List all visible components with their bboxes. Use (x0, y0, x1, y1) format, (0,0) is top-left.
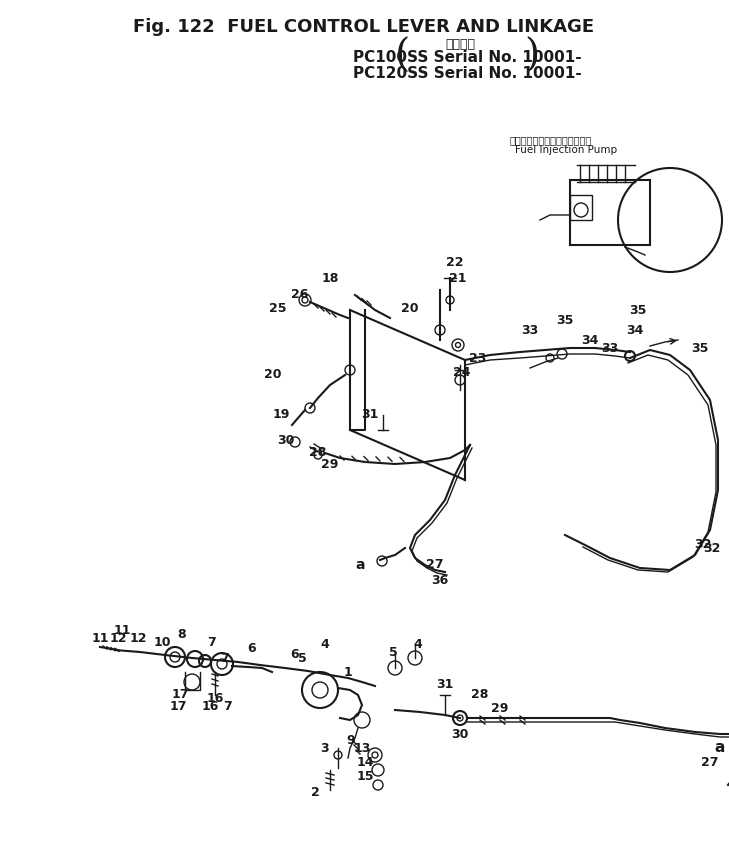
Text: 12: 12 (129, 631, 147, 645)
Text: 35: 35 (691, 342, 709, 355)
Text: Fuel Injection Pump: Fuel Injection Pump (515, 145, 617, 155)
Text: 3: 3 (321, 741, 330, 754)
Bar (570, 180, 650, 245)
Text: 24: 24 (453, 366, 471, 379)
Text: 7: 7 (221, 652, 230, 665)
Text: PC100SS Serial No. 10001-: PC100SS Serial No. 10001- (353, 50, 581, 65)
Text: (: ( (395, 38, 410, 75)
Text: 22: 22 (446, 256, 464, 269)
Text: 35: 35 (556, 313, 574, 326)
Text: 16: 16 (201, 699, 219, 713)
Text: 32: 32 (694, 538, 712, 552)
Text: 13: 13 (354, 741, 370, 754)
Text: 30: 30 (277, 433, 295, 447)
Text: a: a (715, 740, 725, 755)
Text: 5: 5 (389, 646, 397, 659)
Text: 14: 14 (356, 755, 374, 769)
Text: 適用号機: 適用号機 (445, 38, 475, 51)
Text: 16: 16 (206, 691, 224, 704)
Text: 29: 29 (321, 459, 339, 472)
Text: 8: 8 (178, 629, 187, 641)
Text: 33: 33 (521, 324, 539, 337)
Text: 9: 9 (346, 734, 355, 746)
Text: 34: 34 (626, 324, 644, 337)
Text: 4: 4 (413, 639, 422, 652)
Text: 35: 35 (629, 303, 647, 317)
Text: 15: 15 (356, 771, 374, 784)
Text: a: a (355, 558, 364, 572)
Text: フェルインジェクションポンプ: フェルインジェクションポンプ (510, 135, 592, 145)
Text: 31: 31 (437, 678, 453, 691)
Text: 1: 1 (343, 666, 352, 678)
Text: 19: 19 (273, 408, 290, 422)
Text: 7: 7 (208, 635, 217, 648)
Text: 21: 21 (449, 271, 467, 284)
Text: 25: 25 (269, 301, 286, 314)
Text: 30: 30 (451, 728, 469, 741)
Text: 27: 27 (426, 559, 444, 572)
Text: 20: 20 (401, 301, 418, 314)
Text: 5: 5 (297, 652, 306, 665)
Text: 28: 28 (309, 445, 327, 459)
Text: 18: 18 (321, 271, 339, 284)
Text: 17: 17 (171, 689, 189, 702)
Text: 6: 6 (291, 648, 300, 661)
Text: 2: 2 (311, 786, 319, 800)
Text: 10: 10 (153, 635, 171, 648)
Text: 26: 26 (292, 288, 308, 301)
Text: PC120SS Serial No. 10001-: PC120SS Serial No. 10001- (353, 66, 581, 81)
Text: 23: 23 (469, 351, 487, 364)
Text: 4: 4 (321, 639, 330, 652)
Text: 17: 17 (169, 699, 187, 713)
Text: 29: 29 (491, 702, 509, 715)
Text: ): ) (525, 38, 540, 75)
Text: 36: 36 (432, 573, 448, 586)
Text: 20: 20 (265, 369, 282, 381)
Text: 7: 7 (224, 699, 233, 713)
Bar (570, 195, 592, 220)
Text: 32: 32 (703, 542, 721, 554)
Text: 11: 11 (91, 631, 109, 645)
Text: 33: 33 (601, 342, 619, 355)
Text: 12: 12 (109, 631, 127, 645)
Text: 6: 6 (248, 641, 257, 654)
Text: 11: 11 (113, 623, 130, 636)
Text: 31: 31 (362, 408, 378, 422)
Text: 27: 27 (701, 755, 719, 769)
Text: Fig. 122  FUEL CONTROL LEVER AND LINKAGE: Fig. 122 FUEL CONTROL LEVER AND LINKAGE (133, 18, 595, 36)
Text: 28: 28 (472, 689, 488, 702)
Text: 34: 34 (581, 333, 599, 346)
